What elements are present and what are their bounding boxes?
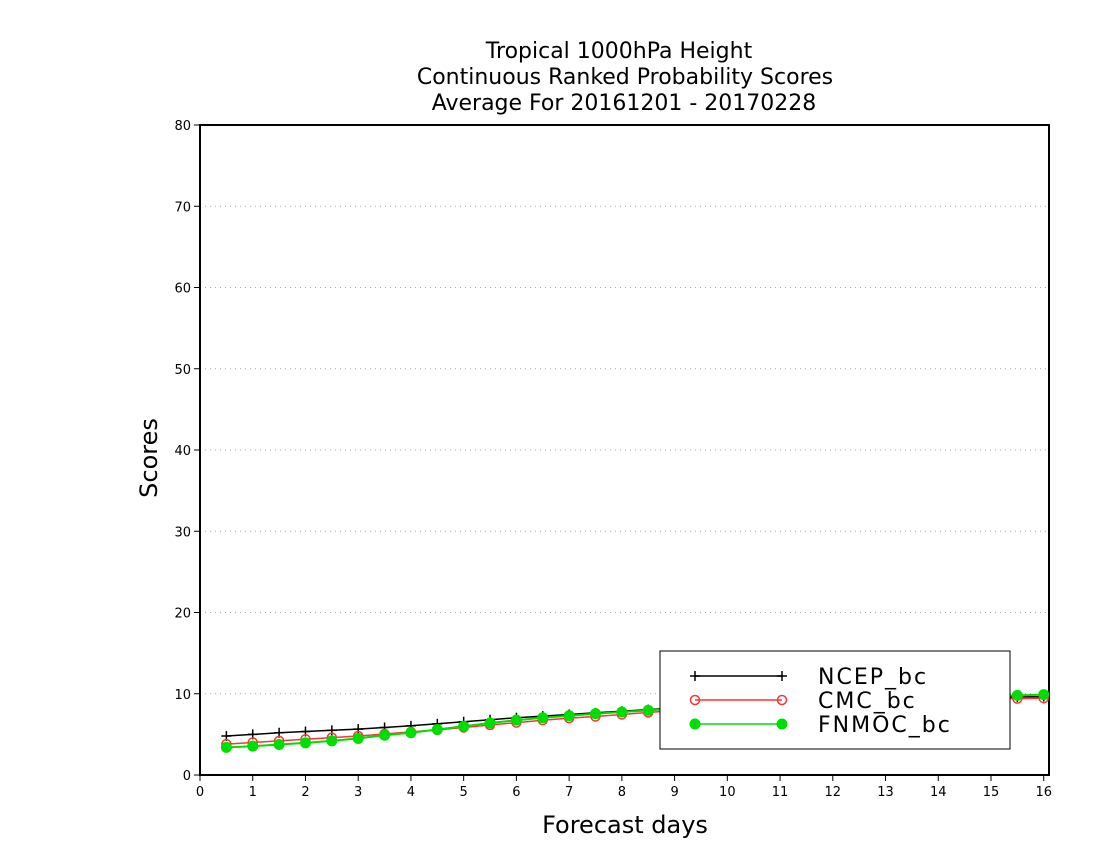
plot-frame: [199, 124, 1050, 776]
data-point: [352, 732, 364, 744]
data-point: [220, 741, 232, 753]
data-point: [642, 704, 654, 716]
chart-title-line-2: Continuous Ranked Probability Scores: [417, 65, 833, 90]
legend-marker-start: [689, 694, 701, 706]
x-tick-label: 6: [512, 785, 520, 800]
data-point: [326, 735, 338, 747]
y-tick-label: 50: [174, 363, 191, 378]
data-point: [537, 712, 549, 724]
data-point: [379, 729, 391, 741]
x-tick-label: 9: [670, 785, 678, 800]
y-tick-label: 10: [174, 688, 191, 703]
x-tick-label: 0: [196, 785, 204, 800]
legend-label: FNMOC_bc: [818, 713, 952, 738]
legend-marker-end: [776, 718, 788, 730]
y-tick-label: 30: [174, 525, 191, 540]
data-point: [458, 720, 470, 732]
legend-marker-start: [689, 718, 701, 730]
y-axis-label: Scores: [135, 418, 163, 498]
y-tick-label: 20: [174, 607, 191, 622]
x-tick-label: 15: [983, 785, 1000, 800]
gridlines: [200, 205, 1049, 695]
data-point: [484, 717, 496, 729]
x-tick-label: 7: [565, 785, 573, 800]
chart-title-line-3: Average For 20161201 - 20170228: [432, 91, 817, 116]
y-tick-label: 40: [174, 444, 191, 459]
legend-label: CMC_bc: [818, 689, 917, 714]
data-point: [1038, 689, 1050, 701]
y-tick-label: 70: [174, 200, 191, 215]
legend-entry: FNMOC_bc: [689, 713, 952, 738]
data-point: [247, 740, 259, 752]
chart-title-line-1: Tropical 1000hPa Height: [485, 39, 753, 64]
y-tick-label: 0: [183, 769, 191, 784]
x-axis-label: Forecast days: [542, 811, 708, 839]
legend-entry: NCEP_bc: [690, 665, 928, 690]
x-tick-label: 3: [354, 785, 362, 800]
x-tick-label: 4: [407, 785, 415, 800]
legend-marker-end: [777, 671, 787, 681]
x-tick-label: 2: [301, 785, 309, 800]
legend-marker-end: [776, 694, 788, 706]
legend-label: NCEP_bc: [818, 665, 928, 690]
x-tick-label: 5: [460, 785, 468, 800]
x-tick-label: 14: [930, 785, 947, 800]
legend-marker-start: [690, 671, 700, 681]
x-tick-label: 8: [618, 785, 626, 800]
x-tick-label: 10: [719, 785, 736, 800]
data-point: [510, 714, 522, 726]
data-point: [616, 706, 628, 718]
y-tick-label: 80: [174, 119, 191, 134]
x-tick-label: 11: [772, 785, 789, 800]
legend-entry: CMC_bc: [689, 689, 917, 714]
x-tick-label: 12: [825, 785, 842, 800]
data-point: [431, 724, 443, 735]
x-tick-label: 13: [877, 785, 894, 800]
y-tick-label: 60: [174, 282, 191, 297]
x-tick-label: 16: [1035, 785, 1052, 800]
chart-title: Tropical 1000hPa Height Continuous Ranke…: [417, 39, 833, 116]
data-point: [1011, 689, 1023, 701]
x-tick-label: 1: [249, 785, 257, 800]
data-point: [353, 724, 364, 735]
data-point: [299, 737, 311, 749]
data-point: [563, 710, 575, 722]
data-point: [273, 739, 285, 751]
data-point: [405, 727, 417, 739]
data-point: [589, 708, 601, 720]
